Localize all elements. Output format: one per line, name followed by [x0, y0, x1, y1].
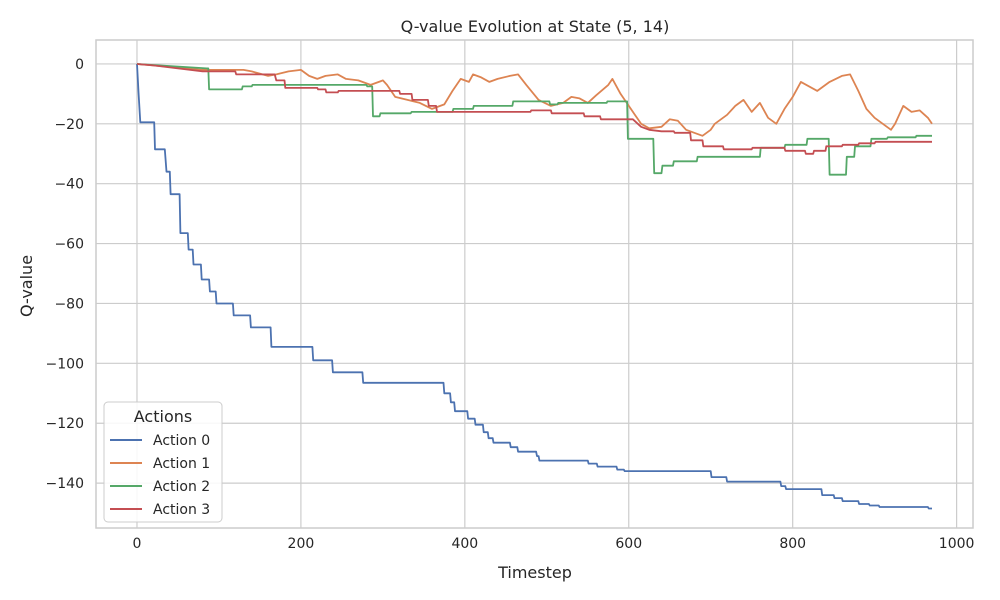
legend-items: Action 0 Action 1 Action 2 Action 3: [110, 433, 210, 518]
x-axis-ticks: 0 200 400 600 800 1000: [133, 536, 975, 552]
plot-frame: [95, 39, 974, 529]
x-tick-label: 400: [451, 536, 478, 552]
y-axis-label: Q-value: [17, 255, 36, 317]
series-line-action-0: [136, 63, 932, 510]
y-tick-label: −100: [46, 356, 84, 372]
legend-label-action-1: Action 1: [153, 456, 210, 472]
plot-area: [96, 40, 973, 528]
x-tick-label: 1000: [939, 536, 975, 552]
y-tick-label: −60: [54, 237, 84, 253]
grid-lines: [96, 40, 973, 528]
series-line-action-2: [136, 63, 932, 176]
y-tick-label: −80: [54, 296, 84, 312]
legend-label-action-0: Action 0: [153, 433, 210, 449]
y-tick-label: −140: [46, 476, 84, 492]
x-tick-label: 600: [615, 536, 642, 552]
chart-title: Q-value Evolution at State (5, 14): [401, 17, 670, 36]
legend-box: [103, 401, 223, 523]
y-axis-ticks: 0 −20 −40 −60 −80 −100 −120 −140: [46, 57, 84, 492]
x-tick-label: 200: [288, 536, 315, 552]
series-line-action-3: [136, 63, 932, 155]
y-tick-label: −40: [54, 177, 84, 193]
legend-label-action-3: Action 3: [153, 502, 210, 518]
legend: Actions Action 0 Action 1 Action 2 Action 3: [103, 401, 223, 523]
x-tick-label: 0: [133, 536, 142, 552]
legend-title: Actions: [134, 407, 192, 426]
y-tick-label: −20: [54, 117, 84, 133]
y-tick-label: 0: [75, 57, 84, 73]
series-lines: [136, 63, 933, 510]
x-tick-label: 800: [779, 536, 806, 552]
x-axis-label: Timestep: [497, 563, 572, 582]
series-line-action-1: [136, 63, 933, 137]
y-tick-label: −120: [46, 416, 84, 432]
legend-label-action-2: Action 2: [153, 479, 210, 495]
